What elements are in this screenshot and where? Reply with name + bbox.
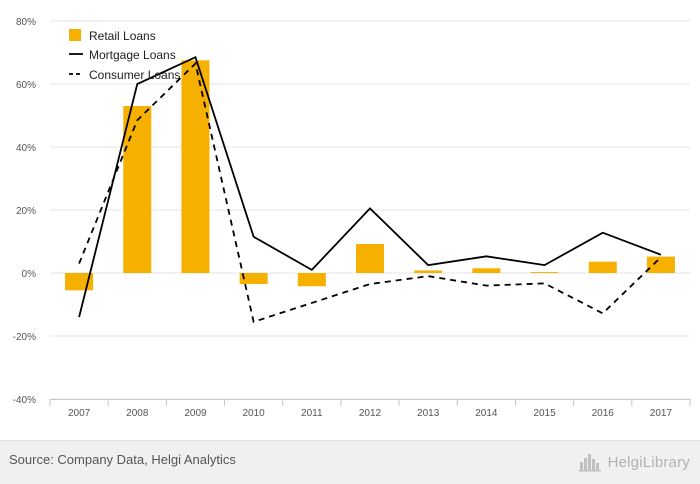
- x-tick-label: 2009: [184, 408, 207, 419]
- legend-label-retail-loans: Retail Loans: [89, 29, 156, 43]
- helgi-library-logo-icon: [578, 454, 601, 472]
- x-tick-label: 2008: [126, 408, 149, 419]
- x-tick-label: 2012: [359, 408, 382, 419]
- y-tick-label: 0%: [22, 269, 37, 280]
- bar-retail-loans-2015: [530, 272, 559, 274]
- x-tick-label: 2010: [243, 408, 266, 419]
- y-tick-label: -40%: [13, 395, 36, 406]
- bar-retail-loans-2012: [356, 244, 384, 273]
- bar-retail-loans-2009: [181, 60, 210, 273]
- x-tick-label: 2007: [68, 408, 91, 419]
- x-tick-label: 2013: [417, 408, 440, 419]
- bar-retail-loans-2010: [239, 273, 268, 285]
- brand-name: HelgiLibrary: [607, 453, 690, 471]
- legend-label-mortgage-loans: Mortgage Loans: [89, 48, 176, 62]
- x-tick-label: 2016: [592, 408, 615, 419]
- line-consumer-loans: [78, 61, 662, 323]
- y-tick-label: 80%: [16, 17, 36, 28]
- bar-retail-loans-2011: [297, 273, 326, 287]
- y-tick-label: 60%: [16, 80, 36, 91]
- legend-label-consumer-loans: Consumer Loans: [89, 68, 180, 82]
- y-tick-label: -20%: [13, 332, 36, 343]
- bar-retail-loans-2014: [472, 268, 501, 273]
- x-tick-label: 2017: [650, 408, 673, 419]
- x-tick-label: 2011: [301, 408, 323, 419]
- footer: Source: Company Data, Helgi Analytics He…: [0, 440, 700, 484]
- bar-retail-loans-2013: [414, 270, 443, 273]
- bar-retail-loans-2016: [588, 261, 617, 273]
- x-tick-label: 2015: [533, 408, 556, 419]
- source-text: Source: Company Data, Helgi Analytics: [9, 452, 236, 467]
- bar-retail-loans-2017: [646, 256, 675, 273]
- legend-swatch-retail-loans: [69, 29, 81, 41]
- x-tick-label: 2014: [475, 408, 498, 419]
- bar-retail-loans-2008: [123, 106, 152, 273]
- chart-svg: 80% 60% 40% 20% 0% -20% -40% 2007 2008 2009 2010 20…: [13, 17, 691, 419]
- brand[interactable]: HelgiLibrary: [578, 450, 690, 474]
- y-tick-label: 20%: [16, 206, 36, 217]
- y-tick-label: 40%: [16, 143, 36, 154]
- chart-area: 80% 60% 40% 20% 0% -20% -40% 2007 2008 2009 2010 20…: [13, 17, 691, 419]
- line-mortgage-loans: [78, 55, 662, 318]
